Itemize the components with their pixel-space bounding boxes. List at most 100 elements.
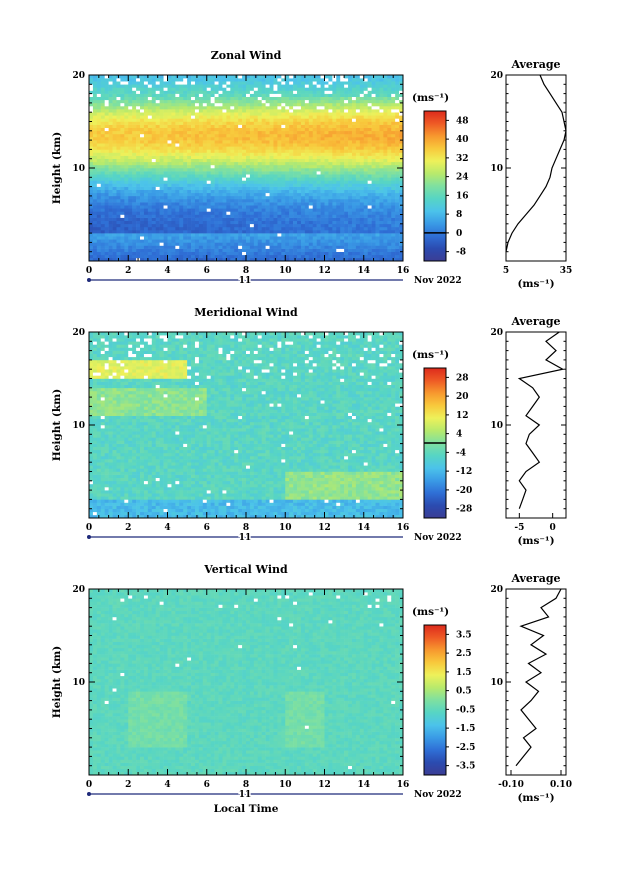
heatmap-cell: [391, 223, 396, 228]
heatmap-cell: [297, 168, 302, 172]
heatmap-cell: [171, 115, 176, 119]
heatmap-cell: [238, 130, 243, 135]
heatmap-cell: [269, 137, 274, 141]
heatmap-cell: [324, 230, 329, 234]
heatmap-cell: [222, 242, 227, 246]
heatmap-cell: [285, 75, 290, 79]
heatmap-cell: [183, 177, 188, 181]
heatmap-cell: [387, 168, 392, 172]
heatmap-cell: [89, 180, 94, 184]
heatmap-cell: [383, 121, 388, 125]
heatmap-cell: [140, 239, 145, 243]
heatmap-cell: [230, 133, 235, 138]
heatmap-cell: [151, 140, 157, 144]
heatmap-cell: [399, 214, 404, 218]
heatmap-cell: [312, 208, 317, 212]
heatmap-cell: [143, 205, 149, 209]
y-axis-label: Height (km): [51, 132, 63, 204]
heatmap-cell: [253, 121, 259, 125]
heatmap-cell: [206, 140, 211, 144]
heatmap-cell: [297, 226, 302, 231]
heatmap-cell: [399, 254, 404, 259]
heatmap-cell: [371, 93, 376, 97]
heatmap-cell: [96, 118, 102, 122]
heatmap-cell: [143, 127, 149, 132]
heatmap-cell: [249, 202, 255, 206]
heatmap-cell: [159, 127, 164, 132]
heatmap-cell: [308, 214, 314, 218]
heatmap-cell: [363, 112, 368, 116]
heatmap-cell: [89, 158, 94, 163]
heatmap-cell: [348, 186, 353, 190]
heatmap-cell: [308, 171, 314, 175]
heatmap-cell: [391, 84, 396, 88]
heatmap-cell: [100, 189, 105, 194]
heatmap-cell: [198, 208, 204, 212]
heatmap-cell: [249, 189, 255, 194]
heatmap-cell: [269, 171, 274, 175]
heatmap-cell: [210, 152, 215, 156]
heatmap-cell: [340, 158, 345, 163]
heatmap-cell: [253, 87, 259, 91]
heatmap-cell: [191, 140, 196, 144]
heatmap-cell: [155, 248, 160, 252]
heatmap-cell: [202, 127, 208, 132]
heatmap-cell: [324, 109, 329, 113]
heatmap-cell: [348, 143, 353, 147]
heatmap-cell: [308, 93, 314, 97]
heatmap-cell: [324, 245, 329, 249]
heatmap-cell: [155, 90, 160, 94]
heatmap-cell: [191, 195, 196, 200]
heatmap-cell: [297, 149, 302, 153]
heatmap-cell: [249, 208, 255, 212]
heatmap-cell: [120, 149, 125, 153]
heatmap-cell: [371, 242, 376, 246]
heatmap-cell: [206, 133, 211, 138]
heatmap-cell: [363, 208, 368, 212]
heatmap-cell: [253, 158, 259, 163]
heatmap-cell: [312, 180, 317, 184]
heatmap-cell: [359, 146, 365, 150]
heatmap-cell: [140, 121, 145, 125]
heatmap-cell: [316, 115, 321, 119]
heatmap-cell: [395, 245, 400, 249]
heatmap-cell: [336, 158, 341, 163]
heatmap-cell: [312, 133, 317, 138]
heatmap-cell: [363, 143, 368, 147]
heatmap-cell: [242, 90, 247, 94]
heatmap-cell: [132, 99, 137, 104]
heatmap-cell: [367, 223, 372, 228]
heatmap-cell: [273, 81, 278, 85]
heatmap-cell: [324, 96, 329, 101]
heatmap-cell: [136, 109, 141, 113]
heatmap-cell: [136, 220, 141, 225]
heatmap-cell: [359, 90, 365, 94]
heatmap-cell: [324, 118, 329, 122]
heatmap-cell: [348, 230, 353, 234]
heatmap-cell: [371, 124, 376, 128]
heatmap-cell: [175, 87, 180, 91]
heatmap-cell: [399, 152, 404, 156]
heatmap-cell: [265, 121, 270, 125]
heatmap-cell: [281, 174, 286, 178]
heatmap-cell: [140, 127, 145, 132]
heatmap-cell: [375, 248, 380, 252]
heatmap-cell: [171, 112, 176, 116]
heatmap-cell: [336, 251, 341, 256]
heatmap-cell: [249, 183, 255, 187]
heatmap-cell: [89, 168, 94, 172]
heatmap-cell: [328, 109, 333, 113]
heatmap-cell: [147, 189, 153, 194]
heatmap-cell: [344, 208, 349, 212]
heatmap-cell: [230, 186, 235, 190]
heatmap-cell: [289, 137, 294, 141]
heatmap-cell: [163, 93, 168, 97]
heatmap-cell: [238, 146, 243, 150]
heatmap-cell: [261, 96, 266, 101]
heatmap-cell: [222, 245, 227, 249]
heatmap-cell: [304, 137, 310, 141]
heatmap-cell: [375, 257, 380, 262]
heatmap-cell: [124, 112, 129, 116]
heatmap-cell: [261, 152, 266, 156]
heatmap-cell: [210, 164, 215, 169]
